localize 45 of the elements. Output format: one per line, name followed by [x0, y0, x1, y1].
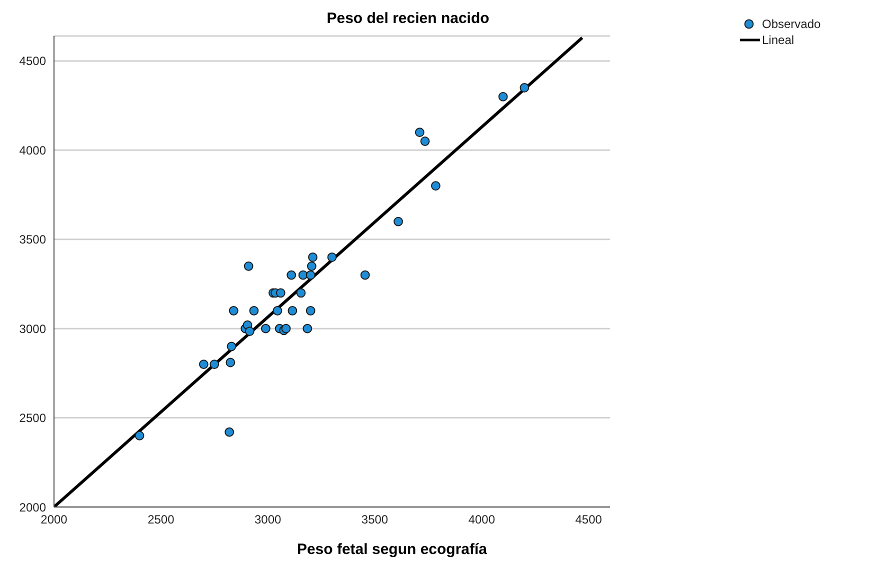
x-axis-title: Peso fetal segun ecografía [296, 541, 488, 558]
point [224, 427, 234, 437]
point [306, 261, 316, 271]
legend-label: Observado [762, 16, 821, 32]
chart-title: Peso del recien nacido [326, 10, 490, 27]
point [272, 306, 282, 316]
point [296, 288, 306, 298]
point [520, 83, 530, 92]
point [198, 360, 208, 369]
point [244, 326, 254, 336]
point [276, 288, 286, 298]
y-tick-label: 3000 [19, 322, 46, 336]
legend-label: Lineal [762, 32, 794, 48]
point [327, 252, 337, 262]
y-tick-label: 2500 [19, 411, 46, 426]
point [306, 306, 316, 316]
point [210, 360, 220, 369]
point [306, 270, 316, 280]
y-tick-label: 2000 [19, 500, 46, 514]
x-tick-label: 2000 [40, 512, 68, 527]
point [420, 136, 430, 146]
point [134, 430, 144, 440]
point [308, 252, 318, 262]
x-tick-label: 4500 [575, 512, 602, 527]
y-tick-label: 3500 [19, 232, 46, 247]
point [286, 270, 296, 280]
point [226, 358, 236, 368]
point [431, 181, 440, 191]
x-tick-label: 3000 [254, 512, 282, 527]
point [249, 306, 259, 316]
y-tick-label: 4500 [19, 54, 46, 68]
point [244, 261, 254, 271]
point [360, 270, 370, 280]
point [394, 216, 403, 226]
point [228, 306, 238, 316]
point [302, 324, 312, 334]
x-tick-label: 3500 [361, 512, 388, 527]
point [226, 342, 236, 352]
point [414, 128, 424, 138]
point [288, 306, 298, 316]
x-tick-label: 2500 [148, 512, 175, 527]
point [261, 324, 270, 334]
x-tick-label: 4000 [468, 512, 496, 527]
point [498, 92, 508, 102]
y-tick-label: 4000 [19, 143, 46, 158]
